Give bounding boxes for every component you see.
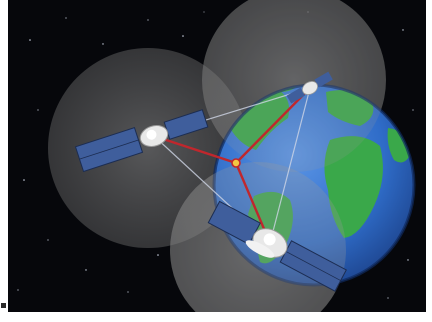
satellite-icon xyxy=(286,71,333,104)
starfield xyxy=(17,11,414,299)
satellite-icon xyxy=(74,109,209,173)
satellite-icon xyxy=(207,200,347,292)
coverage-sphere-top-overlay xyxy=(202,0,386,172)
satellite-illustration xyxy=(8,0,426,312)
ground-receiver-icon xyxy=(231,158,241,168)
page-mark xyxy=(1,303,6,308)
